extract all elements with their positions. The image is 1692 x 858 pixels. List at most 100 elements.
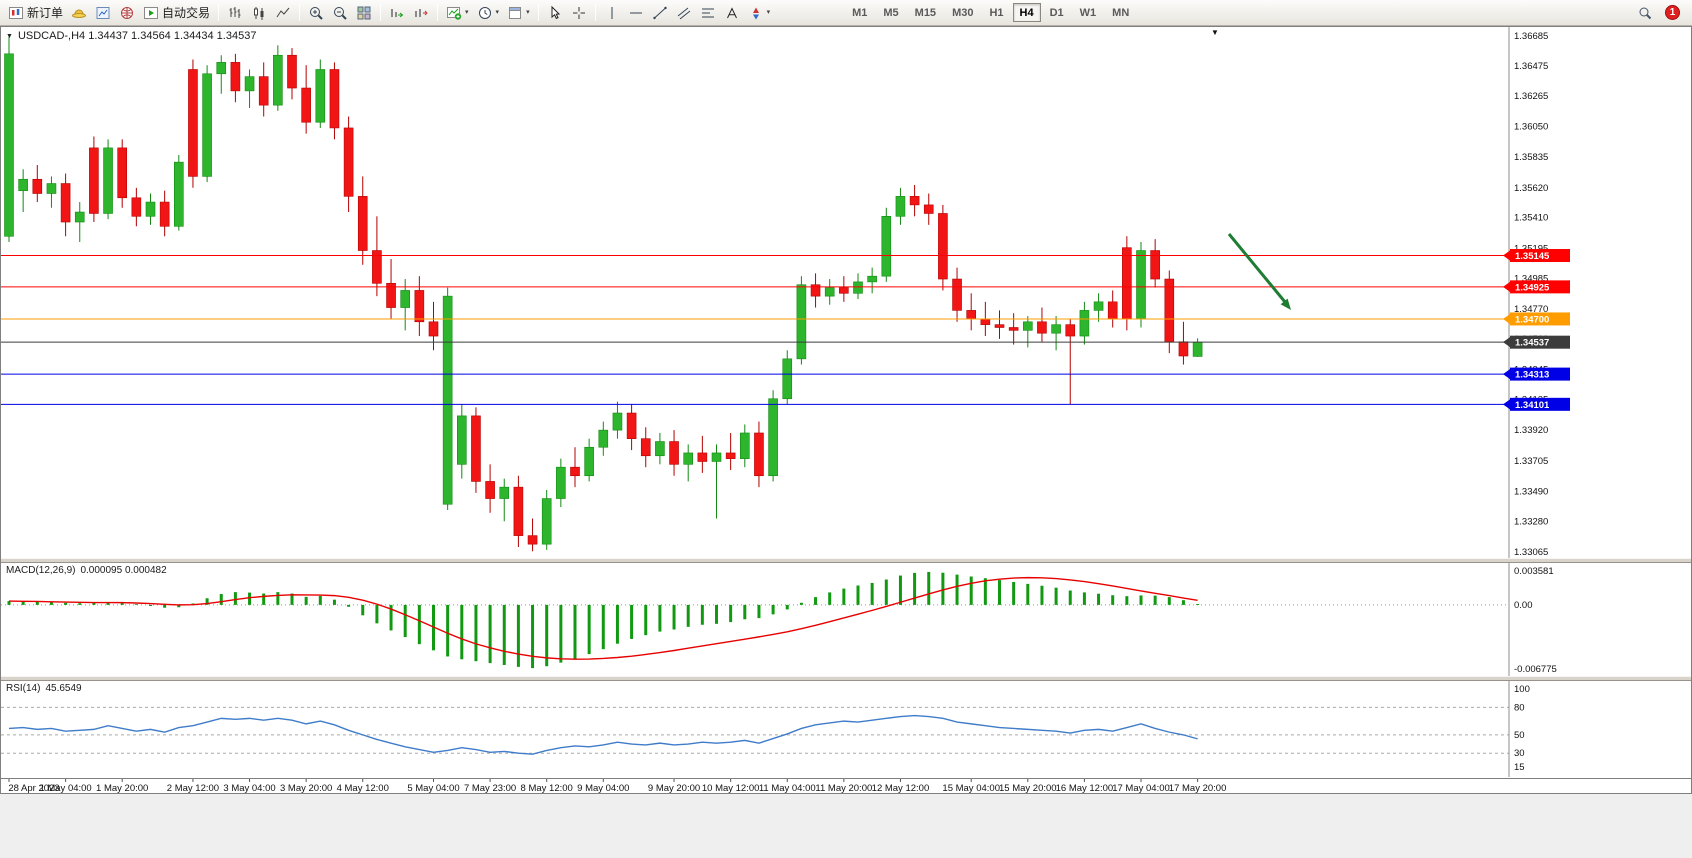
- price-badge-label: 1.34313: [1515, 370, 1549, 381]
- bar-chart-button[interactable]: [223, 2, 247, 24]
- toolbar-separator: [437, 4, 439, 21]
- price-badge: [1510, 397, 1570, 411]
- toolbar: 新订单 自动交易 ▾: [0, 0, 1692, 26]
- trend-arrow-annotation[interactable]: [1227, 233, 1291, 310]
- text-button[interactable]: [720, 2, 744, 24]
- price-axis-label: 1.36475: [1514, 61, 1548, 72]
- line-chart-button[interactable]: [271, 2, 295, 24]
- price-axis-label: 1.36685: [1514, 31, 1548, 42]
- timeframe-button-h1[interactable]: H1: [982, 3, 1010, 22]
- zoom-in-button[interactable]: [304, 2, 328, 24]
- rsi-axis-label: 15: [1514, 762, 1525, 773]
- autotrade-button[interactable]: 自动交易: [139, 2, 214, 24]
- market-watch-button[interactable]: [91, 2, 115, 24]
- rsi-indicator-label: RSI(14) 45.6549: [6, 683, 82, 694]
- candles-series[interactable]: [4, 36, 1203, 552]
- cursor-button[interactable]: [543, 2, 567, 24]
- time-axis-label: 17 May 20:00: [1169, 783, 1227, 793]
- chart-shift-button[interactable]: [409, 2, 433, 24]
- macd-axis-label: -0.006775: [1514, 664, 1557, 675]
- toolbar-separator: [380, 4, 382, 21]
- price-chart[interactable]: 1.36685 1.36475 1.36265 1.36050 1.35835 1.356…: [1, 27, 1691, 558]
- cursor-icon: [551, 5, 560, 19]
- zoom-out-button[interactable]: [328, 2, 352, 24]
- timeframe-button-mn[interactable]: MN: [1105, 3, 1136, 22]
- price-axis-label: 1.35835: [1514, 152, 1548, 163]
- price-axis-label: 1.35620: [1514, 183, 1548, 194]
- timeframe-button-m30[interactable]: M30: [945, 3, 980, 22]
- chevron-down-icon: ▾: [495, 9, 500, 16]
- zoom-in-icon: [310, 6, 323, 20]
- horizontal-line-button[interactable]: [624, 2, 648, 24]
- channel-button[interactable]: [672, 2, 696, 24]
- price-axis-label: 1.34985: [1514, 273, 1548, 284]
- toolbar-separator: [299, 4, 301, 21]
- time-axis-label: 11 May 20:00: [815, 783, 872, 793]
- clock-icon: [478, 6, 491, 19]
- rsi-line: [8, 714, 1198, 755]
- toolbar-separator: [594, 4, 596, 21]
- autotrade-play-icon: [144, 6, 159, 19]
- chevron-down-icon: ▾: [766, 9, 771, 16]
- toolbar-right-group: 1: [1633, 2, 1688, 24]
- one-click-trading-arrow-icon[interactable]: ▼: [6, 32, 13, 40]
- macd-chart[interactable]: 0.003581 0.00 -0.006775: [1, 563, 1691, 676]
- arrows-icon: [752, 7, 759, 19]
- price-axis-label: 1.35410: [1514, 213, 1548, 224]
- time-axis-label: 1 May 04:00: [39, 783, 91, 793]
- macd-signal-line: [8, 576, 1198, 660]
- trendline-button[interactable]: [648, 2, 672, 24]
- periods-button[interactable]: ▾: [473, 2, 504, 24]
- time-axis-label: 12 May 12:00: [872, 783, 930, 793]
- indicators-button[interactable]: ▾: [442, 2, 473, 24]
- vertical-line-button[interactable]: [600, 2, 624, 24]
- price-badge-label: 1.35145: [1515, 251, 1550, 262]
- rsi-chart[interactable]: 100 80 50 30 15: [1, 681, 1691, 777]
- timeframe-button-m15[interactable]: M15: [908, 3, 943, 22]
- time-axis-label: 1 May 20:00: [96, 783, 148, 793]
- price-badge-label: 1.34700: [1515, 314, 1549, 325]
- price-axis-label: 1.35195: [1514, 243, 1548, 254]
- chevron-down-icon: ▾: [465, 9, 469, 16]
- candlestick-chart-icon: [254, 6, 264, 20]
- vertical-line-icon: [611, 6, 613, 19]
- pane-splitter[interactable]: [1, 676, 1691, 681]
- pane-splitter[interactable]: [1, 558, 1691, 563]
- crosshair-button[interactable]: [567, 2, 591, 24]
- tile-windows-button[interactable]: [352, 2, 376, 24]
- timeframe-button-d1[interactable]: D1: [1043, 3, 1071, 22]
- indicators-icon: [447, 6, 462, 20]
- macd-axis-label: 0.00: [1514, 600, 1533, 611]
- rsi-axis-label: 50: [1514, 730, 1525, 741]
- timeframe-group: M1 M5 M15 M30 H1 H4 D1 W1 MN: [844, 3, 1137, 22]
- price-axis-label: 1.36265: [1514, 91, 1548, 102]
- profiles-hat-icon: [72, 9, 87, 18]
- new-order-button[interactable]: 新订单: [4, 2, 67, 24]
- templates-button[interactable]: ▾: [503, 2, 534, 24]
- search-button[interactable]: [1633, 2, 1657, 24]
- candlestick-chart-button[interactable]: [247, 2, 271, 24]
- arrows-button[interactable]: ▾: [744, 2, 775, 24]
- profiles-button[interactable]: [67, 2, 91, 24]
- price-axis-label: 1.34770: [1514, 304, 1548, 315]
- last-bar-marker-icon: ▼: [1211, 28, 1219, 37]
- notification-badge[interactable]: 1: [1665, 5, 1680, 20]
- timeframe-button-w1[interactable]: W1: [1073, 3, 1104, 22]
- news-button[interactable]: [115, 2, 139, 24]
- macd-indicator-label: MACD(12,26,9) 0.000095 0.000482: [6, 565, 167, 576]
- template-icon: [509, 6, 522, 19]
- timeframe-button-h4[interactable]: H4: [1012, 3, 1041, 22]
- chevron-down-icon: ▾: [526, 9, 530, 16]
- time-axis-label: 28 Apr 2023: [8, 783, 59, 793]
- fibonacci-button[interactable]: [696, 2, 720, 24]
- symbol-ohlc-text: USDCAD-,H4 1.34437 1.34564 1.34434 1.345…: [17, 30, 257, 42]
- timeframe-button-m1[interactable]: M1: [845, 3, 874, 22]
- timeframe-button-m5[interactable]: M5: [876, 3, 905, 22]
- auto-scroll-button[interactable]: [385, 2, 409, 24]
- time-axis-label: 15 May 20:00: [999, 783, 1057, 793]
- price-badge: [1510, 249, 1570, 263]
- auto-scroll-icon: [391, 8, 404, 17]
- search-icon: [1639, 7, 1652, 19]
- toolbar-separator: [218, 4, 220, 21]
